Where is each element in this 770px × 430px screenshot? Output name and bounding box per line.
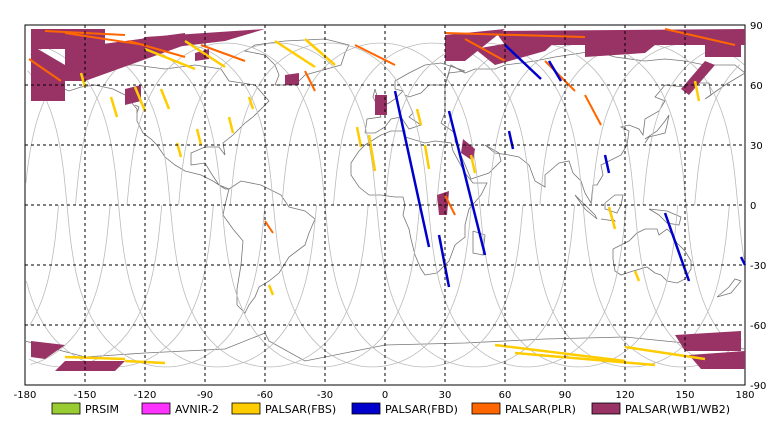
- y-tick-label: -90: [750, 381, 766, 392]
- x-tick-label: -60: [257, 390, 273, 401]
- wb-swath: [55, 361, 125, 371]
- plr-swath: [304, 70, 316, 92]
- y-tick-label: 60: [750, 81, 763, 92]
- fbs-swath: [133, 86, 147, 112]
- wb-swath: [285, 73, 299, 85]
- x-axis: -180 -150 -120 -90 -60 -30 0 30 60 90 120 150 180: [14, 390, 755, 401]
- legend-label: PALSAR(PLR): [505, 403, 576, 416]
- wb-swath: [689, 351, 745, 369]
- y-tick-label: -60: [750, 321, 766, 332]
- plr-swath: [544, 60, 576, 92]
- x-tick-label: -150: [74, 390, 97, 401]
- fbs-swath: [144, 47, 196, 71]
- plr-swath: [264, 220, 274, 234]
- fbd-swath: [547, 60, 563, 82]
- wb-swath: [437, 191, 449, 215]
- legend-label: PALSAR(FBD): [385, 403, 458, 416]
- y-tick-label: 0: [750, 201, 756, 212]
- x-tick-label: 60: [499, 390, 512, 401]
- fbs-swath: [494, 343, 626, 363]
- fbs-swath: [633, 270, 641, 282]
- wb-swath: [675, 331, 741, 351]
- fbd-swath: [663, 212, 691, 282]
- legend-label: PALSAR(FBS): [265, 403, 336, 416]
- fbs-swath: [469, 154, 477, 174]
- legend-swatch: [141, 402, 171, 415]
- plr-swath: [200, 44, 246, 62]
- fbs-swath: [267, 284, 275, 296]
- fbd-swath: [739, 256, 747, 266]
- fbs-swath: [227, 116, 235, 134]
- x-tick-label: 30: [439, 390, 452, 401]
- plr-swath: [28, 58, 62, 82]
- legend-swatch: [351, 402, 381, 415]
- x-tick-label: 120: [615, 390, 634, 401]
- fbs-swath: [693, 80, 701, 102]
- legend-label: AVNIR-2: [175, 403, 219, 416]
- x-tick-label: -120: [134, 390, 157, 401]
- fbs-swath: [355, 126, 363, 148]
- plr-swath: [444, 194, 456, 216]
- fbs-swath: [415, 108, 423, 126]
- x-tick-label: 0: [382, 390, 388, 401]
- wb-swath: [125, 29, 265, 53]
- fbs-swath: [64, 355, 126, 361]
- x-tick-label: -180: [14, 390, 37, 401]
- fbs-swath: [247, 96, 255, 110]
- plr-swath: [584, 94, 602, 126]
- x-tick-label: 90: [559, 390, 572, 401]
- fbs-swath: [367, 134, 377, 172]
- fbd-swath: [437, 234, 451, 288]
- orbit-tracks: [25, 42, 745, 368]
- wb-swath: [681, 61, 715, 95]
- legend-swatch: [231, 402, 261, 415]
- y-tick-label: 30: [750, 141, 763, 152]
- fbs-swath: [514, 351, 656, 367]
- fbs-swath: [423, 144, 431, 170]
- y-tick-label: -30: [750, 261, 766, 272]
- x-tick-label: -30: [317, 390, 333, 401]
- fbd-swath: [504, 44, 542, 80]
- legend-swatch: [471, 402, 501, 415]
- fbs-swath: [109, 96, 119, 118]
- fbs-swath: [304, 38, 336, 66]
- wb-swath: [375, 95, 387, 115]
- y-axis: 90 60 30 0 -30 -60 -90: [750, 21, 766, 392]
- fbd-swath: [393, 90, 431, 248]
- plr-swath: [64, 32, 146, 46]
- wb-swath: [31, 341, 65, 359]
- fbs-swath: [624, 345, 706, 361]
- y-tick-label: 90: [750, 21, 763, 32]
- plr-swath: [664, 28, 736, 46]
- swaths-fbd: [393, 44, 747, 288]
- fbs-swath: [607, 206, 617, 230]
- x-tick-label: -90: [197, 390, 213, 401]
- plr-swath: [444, 32, 586, 38]
- fbd-swath: [507, 130, 515, 150]
- legend: PRSIM AVNIR-2 PALSAR(FBS) PALSAR(FBD) PALSAR…: [51, 402, 730, 416]
- legend-label: PALSAR(WB1/WB2): [625, 403, 730, 416]
- plr-swath: [354, 44, 396, 66]
- x-tick-label: 180: [735, 390, 754, 401]
- fbd-swath: [603, 154, 611, 174]
- x-tick-label: 150: [675, 390, 694, 401]
- fbs-swath: [159, 88, 171, 110]
- plr-swath: [464, 38, 506, 62]
- fbs-swath: [274, 39, 316, 69]
- legend-swatch: [51, 402, 81, 415]
- wb-swath: [585, 37, 665, 57]
- fbs-swath: [184, 39, 226, 69]
- legend-swatch: [591, 402, 621, 415]
- fbd-swath: [447, 110, 487, 256]
- fbs-swath: [195, 128, 203, 146]
- fbs-swath: [79, 72, 87, 88]
- legend-label: PRSIM: [85, 403, 119, 416]
- lat-lon-grid: [25, 25, 745, 385]
